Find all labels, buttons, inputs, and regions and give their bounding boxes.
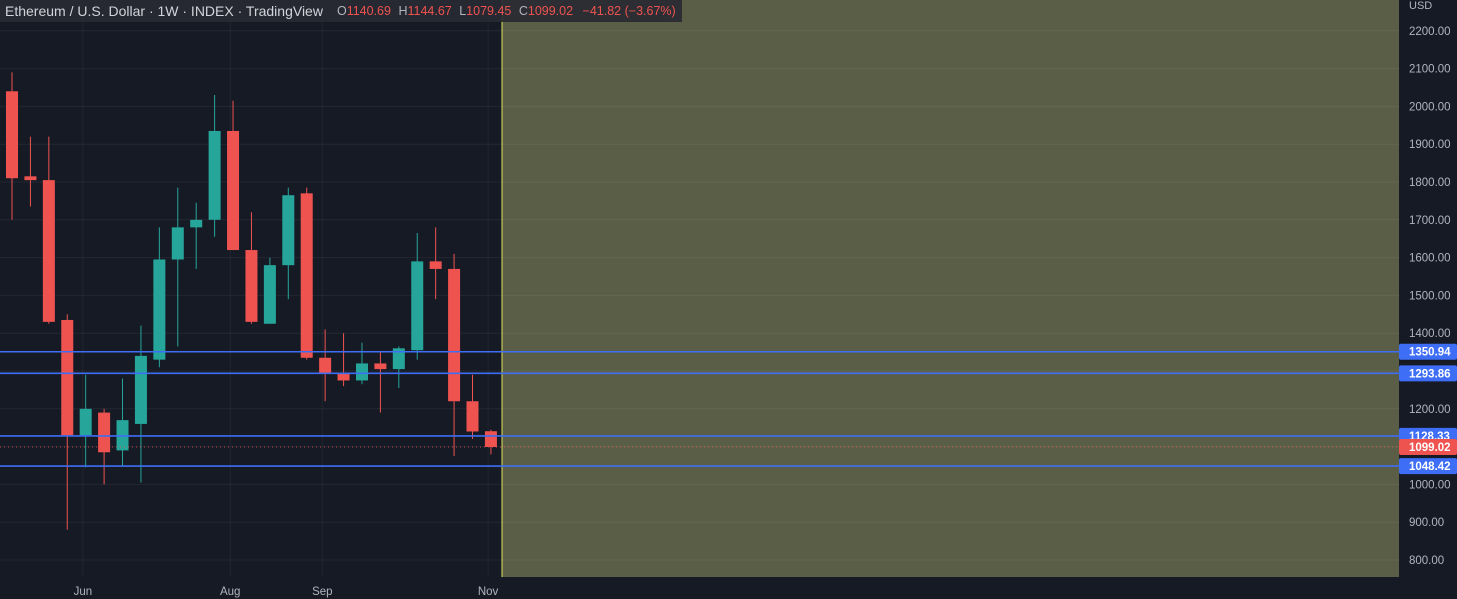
candle-body	[227, 130, 240, 251]
price-tick-label: 2200.00	[1409, 26, 1451, 38]
last-price-badge	[1399, 438, 1457, 455]
candle-body	[392, 348, 405, 370]
level-badge-label: 1350.94	[1409, 347, 1451, 359]
symbol-title[interactable]: Ethereum / U.S. Dollar · 1W · INDEX · Tr…	[5, 3, 323, 19]
level-badge-label: 1048.42	[1409, 461, 1451, 473]
open-value: 1140.69	[346, 4, 391, 18]
candle-body	[245, 250, 258, 322]
time-tick-label: Aug	[220, 586, 240, 598]
candle-body	[448, 268, 461, 402]
candle-body	[24, 176, 37, 181]
time-tick-label: Nov	[478, 586, 499, 598]
low-value: 1079.45	[466, 4, 512, 18]
open-label: O	[336, 4, 347, 18]
candle-body	[282, 195, 295, 266]
time-axis	[0, 577, 1399, 599]
future-zone	[502, 0, 1399, 577]
candle-body	[98, 412, 111, 453]
candle-body	[319, 357, 332, 373]
candle-body	[190, 219, 203, 228]
last-price-badge-label: 1099.02	[1409, 442, 1451, 454]
candle-body	[411, 261, 424, 351]
low-label: L	[459, 4, 467, 18]
close-label: C	[518, 4, 528, 18]
price-tick-label: 2000.00	[1409, 101, 1451, 113]
price-tick-label: 1900.00	[1409, 139, 1451, 151]
price-tick-label: 1500.00	[1409, 290, 1451, 302]
candle-body	[466, 401, 479, 432]
candle-body	[61, 319, 74, 436]
price-tick-label: 1200.00	[1409, 404, 1451, 416]
candle-body	[300, 193, 313, 358]
symbol-header: Ethereum / U.S. Dollar · 1W · INDEX · Tr…	[0, 0, 682, 22]
ohlc-readout: O1140.69 H1144.67 L1079.45 C1099.02 −41.…	[333, 4, 676, 18]
level-badge	[1399, 343, 1457, 360]
level-badge	[1399, 458, 1457, 475]
candle-body	[337, 372, 350, 381]
candle-body	[355, 363, 368, 381]
candle-body	[374, 363, 387, 370]
currency-label: USD	[1409, 0, 1433, 12]
time-tick-label: Jun	[74, 586, 93, 598]
time-tick-label: Sep	[312, 586, 332, 598]
candle-body	[6, 91, 18, 179]
candle-body	[429, 261, 442, 269]
price-tick-label: 1600.00	[1409, 253, 1451, 265]
level-badge	[1399, 365, 1457, 382]
price-tick-label: 900.00	[1409, 517, 1444, 529]
price-tick-label: 1000.00	[1409, 479, 1451, 491]
candle-body	[484, 431, 497, 447]
price-axis	[1399, 0, 1457, 599]
price-tick-label: 1400.00	[1409, 328, 1451, 340]
price-tick-label: 800.00	[1409, 555, 1444, 567]
level-badge-label: 1293.86	[1409, 368, 1451, 380]
high-label: H	[398, 4, 408, 18]
candle-body	[42, 180, 55, 322]
price-tick-label: 1800.00	[1409, 177, 1451, 189]
candle-body	[208, 130, 221, 220]
price-tick-label: 2100.00	[1409, 64, 1451, 76]
candle-body	[171, 227, 184, 260]
change-value: −41.82 (−3.67%)	[582, 4, 676, 18]
candle-body	[263, 265, 276, 324]
high-value: 1144.67	[407, 4, 452, 18]
candle-body	[153, 259, 166, 360]
price-tick-label: 1700.00	[1409, 215, 1451, 227]
candle-body	[134, 355, 147, 424]
close-value: 1099.02	[527, 4, 574, 18]
candle-body	[79, 408, 92, 436]
